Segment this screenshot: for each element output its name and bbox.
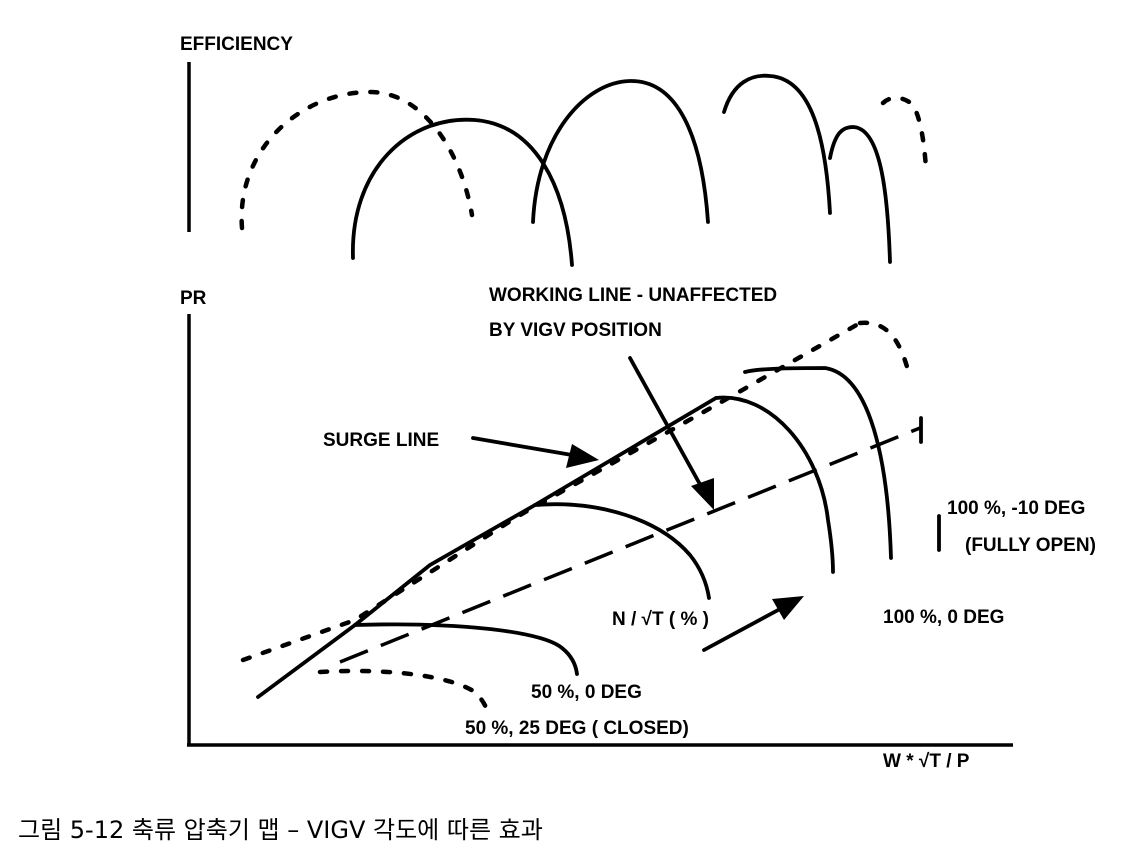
curve-50-25deg-closed — [317, 668, 492, 719]
x-axis-label: W * √T / P — [883, 751, 970, 772]
surge-line-label: SURGE LINE — [323, 430, 439, 451]
figure-caption: 그림 5-12 축류 압축기 맵 – VIGV 각도에 따른 효과 — [18, 816, 543, 844]
efficiency-curve-solid-4 — [828, 125, 892, 264]
label-100-m10deg: 100 %, -10 DEG — [947, 498, 1085, 519]
pr-panel: PR W * √T / P WORKING LINE - UNAFFE — [180, 285, 1096, 772]
label-fully-open: (FULLY OPEN) — [965, 535, 1096, 556]
efficiency-label: EFFICIENCY — [180, 34, 293, 55]
speed-direction-arrow — [702, 596, 804, 652]
surge-line-arrow — [471, 436, 599, 468]
working-line — [339, 426, 921, 664]
working-line-label-line-1: WORKING LINE - UNAFFECTED — [489, 285, 777, 306]
pr-label: PR — [180, 288, 207, 309]
efficiency-curve-solid-3 — [722, 73, 832, 215]
label-100-0deg: 100 %, 0 DEG — [883, 607, 1004, 628]
curve-50-0deg — [353, 622, 579, 676]
label-50-0deg: 50 %, 0 DEG — [531, 682, 642, 703]
curve-100-m10deg-dotted — [857, 320, 913, 381]
working-line-arrow — [628, 356, 714, 510]
label-50-25deg: 50 %, 25 DEG ( CLOSED) — [465, 718, 689, 739]
curve-100-0deg — [714, 395, 835, 574]
curve-speed-mid — [533, 502, 711, 600]
curve-100-m10deg-solid — [743, 366, 893, 560]
efficiency-curve-solid-2 — [531, 79, 710, 224]
surge-line-solid — [256, 396, 718, 699]
surge-line-dotted — [240, 320, 863, 663]
efficiency-curve-dotted-left — [239, 89, 475, 231]
working-line-label-line-2: BY VIGV POSITION — [489, 320, 662, 341]
efficiency-curve-solid-1 — [351, 117, 574, 267]
speed-label: N / √T ( % ) — [612, 609, 709, 630]
efficiency-panel: EFFICIENCY — [180, 34, 929, 267]
efficiency-curve-dotted-right — [880, 95, 929, 171]
